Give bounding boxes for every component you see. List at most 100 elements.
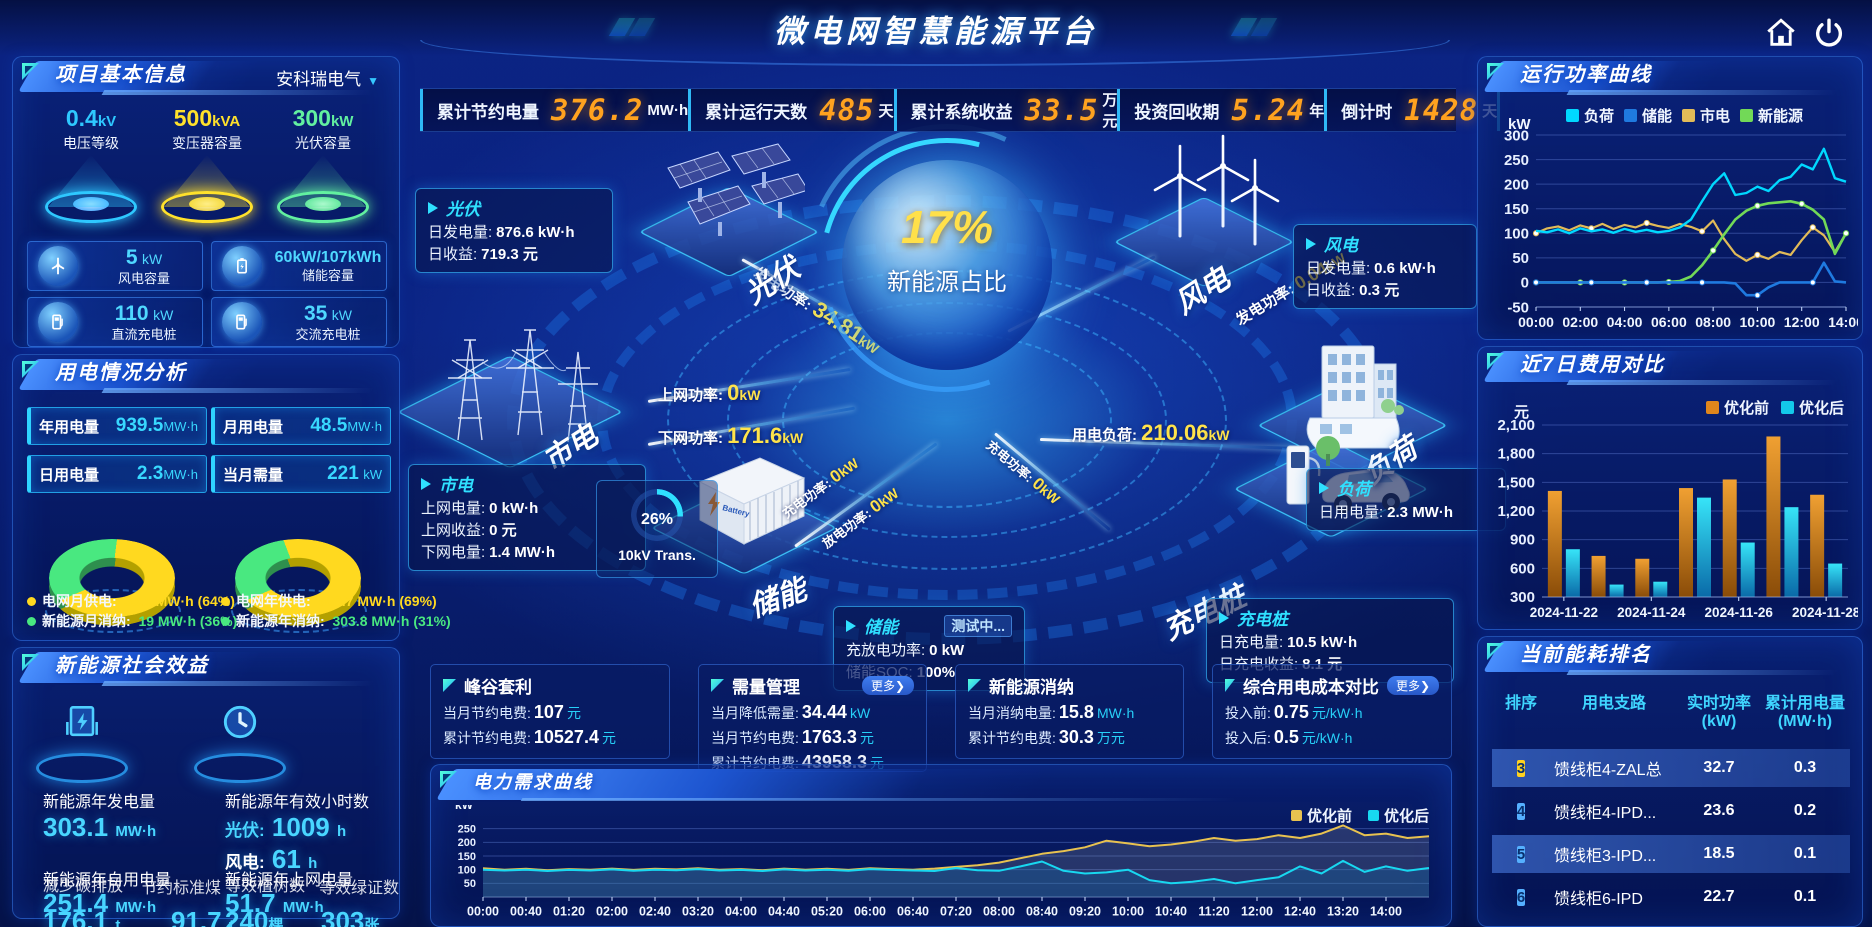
- table-row[interactable]: 4 馈线柜4-IPD... 23.6 0.2: [1516, 802, 1817, 822]
- svg-text:2,100: 2,100: [1497, 417, 1535, 434]
- svg-text:10:00: 10:00: [1112, 905, 1144, 919]
- panel-title: 需量管理: [732, 678, 800, 697]
- legend-item[interactable]: 负荷: [1566, 105, 1614, 126]
- svg-text:元: 元: [1514, 404, 1529, 421]
- svg-text:02:40: 02:40: [639, 905, 671, 919]
- chevron-down-icon: ▼: [367, 74, 379, 88]
- svg-text:150: 150: [1504, 201, 1529, 218]
- load-info-box: 负荷 日用电量: 2.3 MW·h: [1306, 468, 1506, 531]
- panel-title: 新能源消纳: [989, 678, 1074, 697]
- svg-text:250: 250: [458, 824, 476, 836]
- more-button[interactable]: 更多❯: [1386, 676, 1439, 695]
- svg-text:04:40: 04:40: [768, 905, 800, 919]
- page-title: 微电网智慧能源平台: [774, 14, 1098, 49]
- demand-curve-chart: 50 100 150 200 250 00:00 00:40 01:20 02:00 02:40 0…: [441, 798, 1441, 923]
- panel-corner-icon: [1225, 679, 1235, 692]
- stat-row: 当月节约电费: 107 元: [443, 702, 581, 722]
- renewable-share-value: 17%: [900, 201, 994, 253]
- kpi-item: 累计系统收益 33.5 万元: [893, 89, 1117, 131]
- ac-charger-icon: [222, 302, 262, 342]
- year-supply-donut: [231, 501, 367, 633]
- legend-item[interactable]: 优化前: [1705, 397, 1769, 418]
- company-select[interactable]: 安科瑞电气 ▼: [276, 70, 379, 89]
- svg-text:06:00: 06:00: [854, 905, 886, 919]
- transformer-load-value: 26%: [640, 511, 674, 528]
- play-icon: [421, 477, 431, 490]
- rank-badge: 5: [1516, 845, 1526, 863]
- svg-text:50: 50: [1512, 250, 1529, 267]
- panel-header: 项目基本信息 安科瑞电气 ▼: [13, 57, 399, 97]
- cost-compare-panel: 近7日费用对比 优化前 优化后 300 600 900 1,200 1,500 1,800 2…: [1477, 346, 1863, 630]
- svg-text:12:40: 12:40: [1284, 905, 1316, 919]
- power-cur-chart: -50 0 50 100 150 200 250 300 00:00 02:00 04:00 06:0…: [1484, 99, 1864, 337]
- stat-row: 累计节约电费: 10527.4 元: [443, 727, 616, 747]
- month-demand-stat: 当月需量 221 kW: [211, 455, 391, 493]
- legend-item[interactable]: 优化后: [1780, 397, 1844, 418]
- pv-capacity-gauge: 300kW 光伏容量: [263, 105, 383, 223]
- svg-text:12:00: 12:00: [1784, 314, 1820, 330]
- play-icon: [1319, 481, 1329, 494]
- svg-text:00:00: 00:00: [467, 905, 499, 919]
- svg-text:250: 250: [1504, 152, 1529, 169]
- power-curve-panel: 运行功率曲线 负荷 储能 市电 新能源 -50 0 50 100 150 200 250 300 00…: [1477, 56, 1864, 340]
- stat-value: 光伏: 1009 h: [225, 812, 347, 842]
- stat-label: 等效绿证数: [319, 880, 400, 897]
- power-chart-legend: 负荷 储能 市电 新能源: [1566, 105, 1803, 126]
- svg-text:2024-11-22: 2024-11-22: [1530, 605, 1598, 620]
- panel-title: 新能源社会效益: [55, 655, 209, 677]
- month-usage-stat: 月用电量 48.5MW·h: [211, 407, 391, 445]
- kpi-item: 累计运行天数 485 天: [688, 89, 894, 131]
- power-icon[interactable]: [1812, 16, 1846, 50]
- table-row[interactable]: 3 馈线柜4-ZAL总 32.7 0.3: [1492, 749, 1850, 787]
- svg-text:08:40: 08:40: [1026, 905, 1058, 919]
- svg-text:-50: -50: [1507, 299, 1529, 316]
- table-row[interactable]: 6 馈线柜6-IPD 22.7 0.1: [1516, 888, 1817, 908]
- panel-corner-icon: [22, 654, 39, 671]
- svg-text:2024-11-24: 2024-11-24: [1617, 605, 1686, 620]
- demand-chart-legend: 优化前 优化后: [1290, 805, 1429, 826]
- legend-item[interactable]: 优化前: [1290, 805, 1352, 826]
- stat-label: 新能源年有效小时数: [225, 794, 370, 811]
- panel-title: 用电情况分析: [55, 362, 187, 384]
- svg-text:200: 200: [458, 837, 476, 849]
- stat-row: 累计节约电费: 30.3 万元: [968, 727, 1125, 747]
- svg-text:08:00: 08:00: [983, 905, 1015, 919]
- panel-title: 峰谷套利: [464, 678, 532, 697]
- svg-text:200: 200: [1504, 176, 1529, 193]
- panel-title: 当前能耗排名: [1520, 644, 1652, 666]
- stat-row: 投入前: 0.75 元/kW·h: [1225, 702, 1363, 722]
- legend-item: 新能源月消纳: 19 MW·h (36%): [27, 611, 237, 631]
- stat-row: 当月降低需量: 34.44 kW: [711, 702, 871, 722]
- svg-text:100: 100: [458, 865, 476, 877]
- legend-item: 电网月供电: 33.1 MW·h (64%): [27, 591, 235, 611]
- svg-text:300: 300: [1504, 127, 1529, 144]
- svg-text:600: 600: [1510, 560, 1535, 577]
- legend-item[interactable]: 优化后: [1367, 805, 1429, 826]
- battery-container-icon: Battery: [698, 457, 806, 545]
- voltage-gauge: 0.4kV 电压等级: [31, 105, 151, 223]
- panel-corner-icon: [1487, 643, 1504, 660]
- svg-text:10:00: 10:00: [1740, 314, 1776, 330]
- kpi-bar: 累计节约电量 376.2 MW·h 累计运行天数 485 天累计系统收益 33.5 万元 投资回…: [420, 88, 1497, 132]
- play-icon: [1219, 611, 1229, 624]
- svg-text:2024-11-26: 2024-11-26: [1705, 605, 1774, 620]
- table-row[interactable]: 5 馈线柜3-IPD... 18.5 0.1: [1492, 835, 1850, 873]
- svg-text:300: 300: [1510, 589, 1535, 606]
- svg-text:09:20: 09:20: [1069, 905, 1101, 919]
- stat-value: 303张: [321, 906, 380, 927]
- wind-capacity-card: 5 kW 风电容量: [27, 241, 203, 291]
- building-icon: [1306, 345, 1404, 466]
- legend-item: 电网年供电: 689.7 MW·h (69%): [221, 591, 437, 611]
- legend-item[interactable]: 市电: [1682, 105, 1730, 126]
- legend-item[interactable]: 储能: [1624, 105, 1672, 126]
- svg-text:10:40: 10:40: [1155, 905, 1187, 919]
- svg-text:05:20: 05:20: [811, 905, 843, 919]
- home-icon[interactable]: [1764, 16, 1798, 50]
- stat-value: 风电: 61 h: [225, 844, 318, 874]
- svg-text:02:00: 02:00: [596, 905, 628, 919]
- svg-text:07:20: 07:20: [940, 905, 972, 919]
- panel-corner-icon: [443, 679, 456, 692]
- legend-item[interactable]: 新能源: [1740, 105, 1803, 126]
- more-button[interactable]: 更多❯: [861, 676, 914, 695]
- panel-title: 近7日费用对比: [1520, 354, 1666, 376]
